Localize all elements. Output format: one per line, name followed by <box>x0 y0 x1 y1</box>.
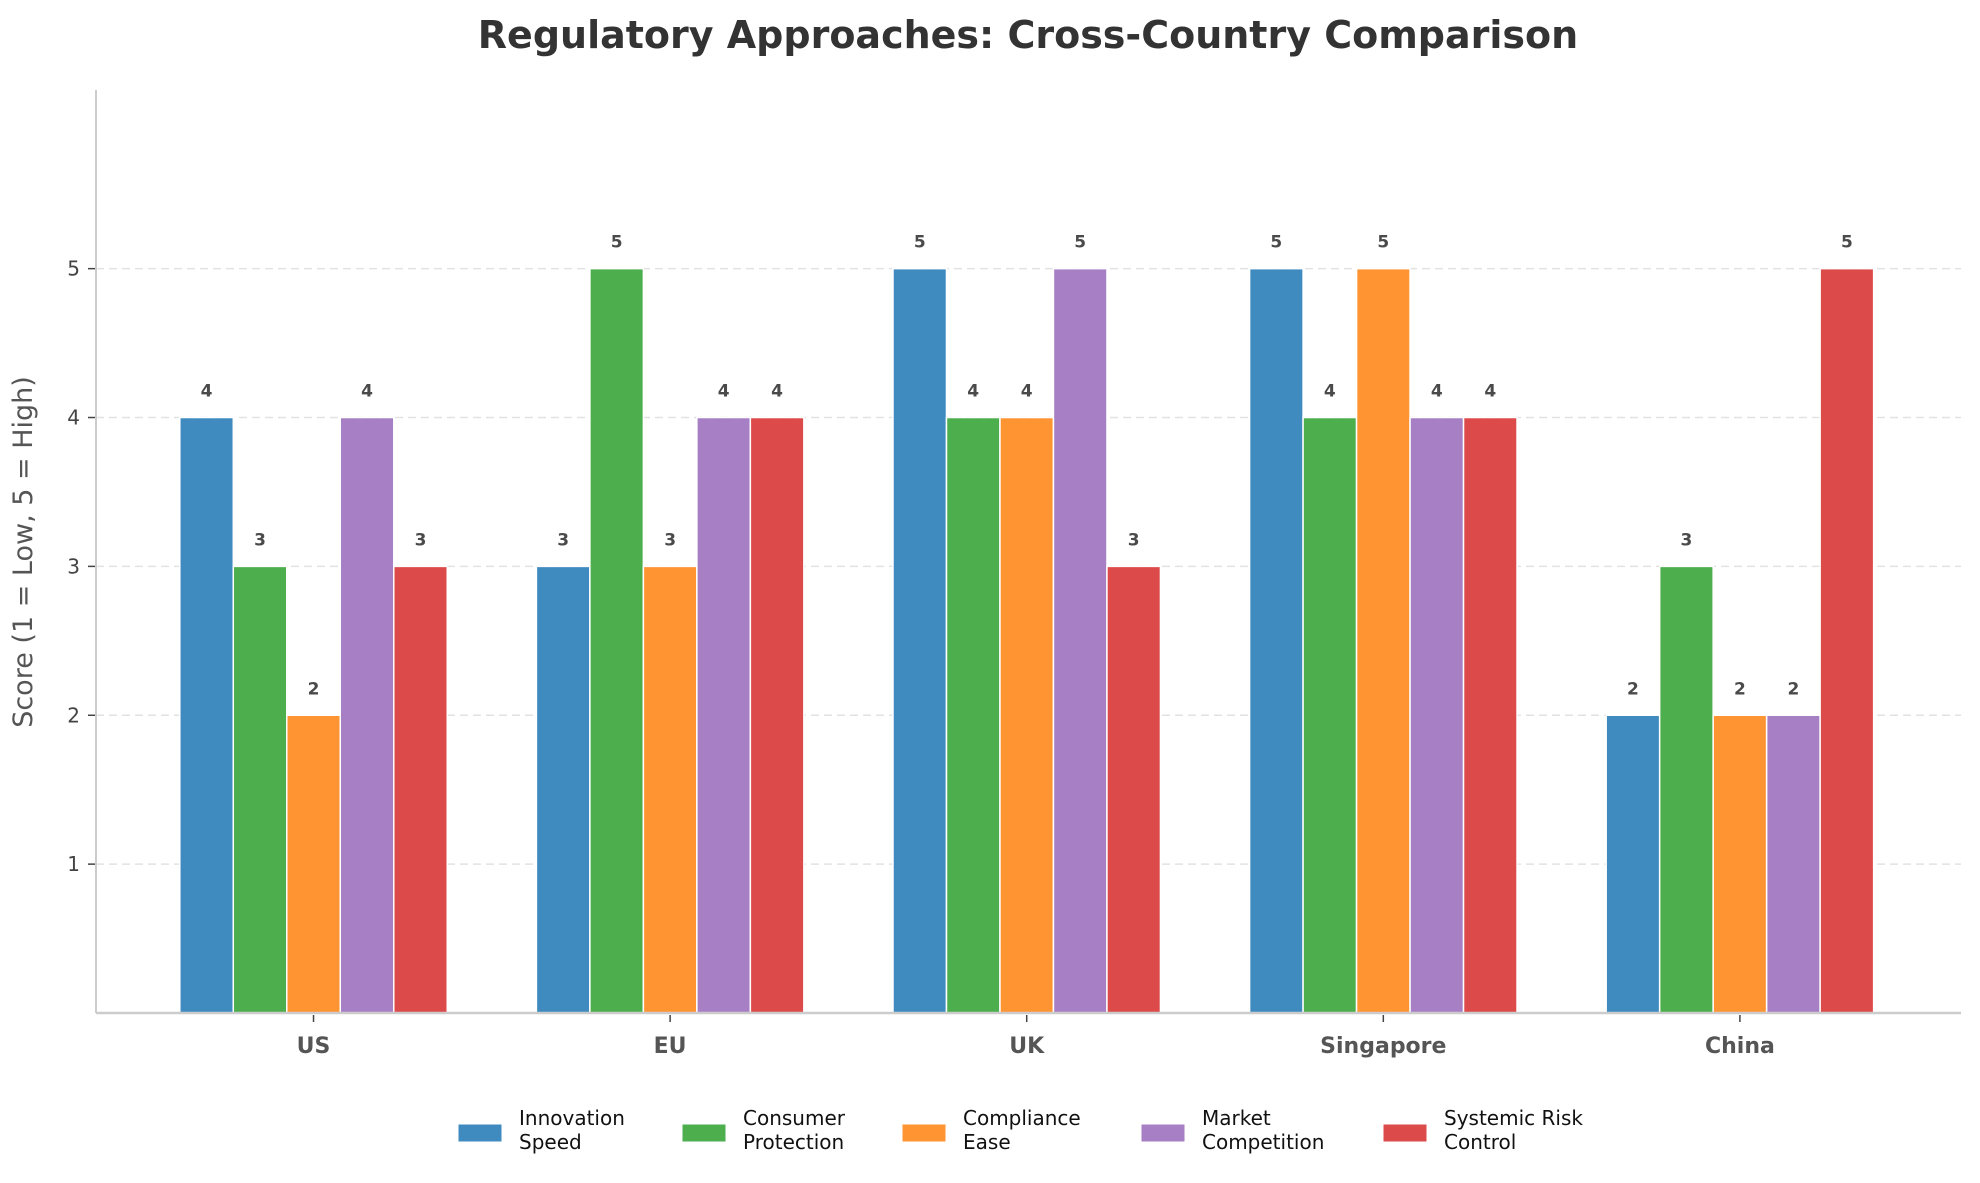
data-label: 4 <box>1484 382 1496 402</box>
x-tick-label: China <box>1705 1034 1775 1059</box>
bar <box>1409 416 1465 1014</box>
legend-label: Control <box>1444 1130 1516 1154</box>
chart-title: Regulatory Approaches: Cross-Country Com… <box>478 13 1578 57</box>
bar <box>945 416 1001 1014</box>
bar <box>749 416 805 1014</box>
data-label: 4 <box>718 382 730 402</box>
x-tick-label: Singapore <box>1320 1034 1446 1059</box>
legend-swatch <box>457 1123 503 1143</box>
bar <box>1658 565 1714 1014</box>
legend-label: Speed <box>519 1130 582 1154</box>
bar <box>1712 714 1768 1014</box>
data-label: 5 <box>1841 233 1853 253</box>
data-label: 3 <box>1128 530 1140 550</box>
bar <box>286 714 342 1014</box>
legend-label: Compliance <box>963 1106 1081 1130</box>
legend-label: Ease <box>963 1130 1011 1154</box>
y-tick-label: 5 <box>67 257 80 281</box>
data-labels: 4 3 5 5 2 3 5 4 4 3 2 3 4 5 2 4 4 5 4 2 3 4 3 4 5 <box>201 233 1853 700</box>
bar <box>393 565 448 1014</box>
legend-swatch <box>901 1123 947 1143</box>
data-label: 2 <box>1734 679 1746 699</box>
bar <box>892 267 948 1014</box>
bar <box>642 565 698 1014</box>
y-tick-label: 4 <box>67 406 80 430</box>
data-label: 4 <box>967 382 979 402</box>
data-label: 5 <box>1270 233 1282 253</box>
data-label: 2 <box>1787 679 1799 699</box>
data-label: 3 <box>415 530 427 550</box>
bar <box>535 565 591 1014</box>
y-tick-label: 2 <box>67 703 80 727</box>
y-axis-label: Score (1 = Low, 5 = High) <box>8 376 39 728</box>
data-label: 5 <box>1074 233 1086 253</box>
legend-swatch <box>1140 1123 1186 1143</box>
data-label: 4 <box>361 382 373 402</box>
data-label: 3 <box>254 530 266 550</box>
data-label: 3 <box>664 530 676 550</box>
x-tick-label: US <box>297 1034 331 1059</box>
bar <box>1355 267 1411 1014</box>
data-label: 4 <box>201 382 213 402</box>
bar <box>179 416 235 1014</box>
bar <box>232 565 288 1014</box>
data-label: 3 <box>557 530 569 550</box>
bar <box>696 416 752 1014</box>
data-label: 4 <box>771 382 783 402</box>
legend-label: Consumer <box>743 1106 846 1130</box>
bars <box>179 267 1875 1014</box>
legend-label: Protection <box>743 1130 844 1154</box>
data-label: 2 <box>1627 679 1639 699</box>
bar <box>589 267 645 1014</box>
bar <box>1819 267 1875 1014</box>
bar <box>1605 714 1661 1014</box>
bar <box>1052 267 1108 1014</box>
bar <box>1462 416 1518 1014</box>
bar <box>339 416 395 1014</box>
bar <box>1302 416 1358 1014</box>
axes: 1 2 3 4 5 US EU UK Singapore China <box>67 90 1961 1059</box>
data-label: 2 <box>308 679 320 699</box>
legend-swatch <box>681 1123 727 1143</box>
bar <box>1248 267 1304 1014</box>
legend-label: Competition <box>1202 1130 1324 1154</box>
data-label: 5 <box>914 233 926 253</box>
x-tick-label: EU <box>654 1034 687 1059</box>
data-label: 5 <box>611 233 623 253</box>
data-label: 4 <box>1431 382 1443 402</box>
bar <box>999 416 1055 1014</box>
legend-label: Market <box>1202 1106 1271 1130</box>
data-label: 4 <box>1021 382 1033 402</box>
legend-label: Innovation <box>519 1106 625 1130</box>
legend-label: Systemic Risk <box>1444 1106 1583 1130</box>
y-tick-label: 3 <box>67 554 80 578</box>
bar <box>1106 565 1162 1014</box>
data-label: 4 <box>1324 382 1336 402</box>
bar <box>1765 714 1821 1014</box>
y-tick-label: 1 <box>67 852 80 876</box>
data-label: 5 <box>1377 233 1389 253</box>
x-tick-label: UK <box>1009 1034 1045 1059</box>
legend-swatch <box>1382 1123 1428 1143</box>
data-label: 3 <box>1680 530 1692 550</box>
